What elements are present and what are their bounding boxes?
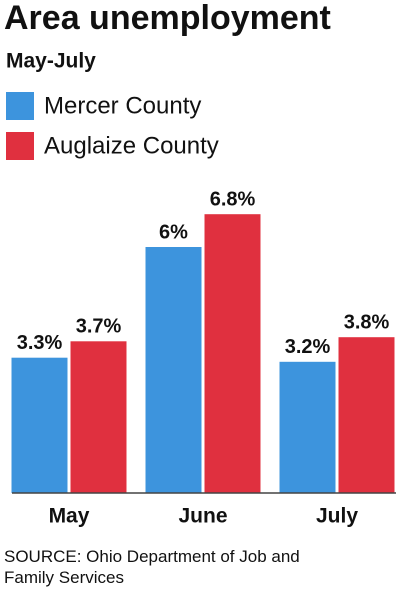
legend-label: Mercer County — [44, 92, 201, 119]
x-tick-label: June — [178, 505, 227, 528]
chart-title: Area unemployment — [4, 0, 331, 37]
bar — [145, 247, 202, 493]
bar — [11, 357, 68, 493]
legend-label: Auglaize County — [44, 132, 219, 159]
value-label: 3.3% — [17, 332, 63, 354]
x-tick-label: May — [49, 505, 90, 528]
legend-swatch — [6, 92, 34, 120]
legend-swatch — [6, 132, 34, 160]
chart: Area unemployment May-July Mercer County… — [4, 0, 396, 528]
chart-subtitle: May-July — [6, 50, 96, 73]
bar — [338, 337, 395, 493]
value-label: 3.7% — [76, 316, 122, 338]
bar — [70, 341, 127, 493]
value-label: 3.8% — [344, 311, 390, 333]
source: SOURCE: Ohio Department of Job and Famil… — [4, 547, 300, 587]
value-label: 6.8% — [210, 188, 256, 210]
bar — [279, 361, 336, 493]
bar — [204, 214, 261, 493]
value-label: 6% — [159, 221, 188, 243]
x-tick-label: July — [316, 505, 358, 528]
value-label: 3.2% — [285, 336, 331, 358]
